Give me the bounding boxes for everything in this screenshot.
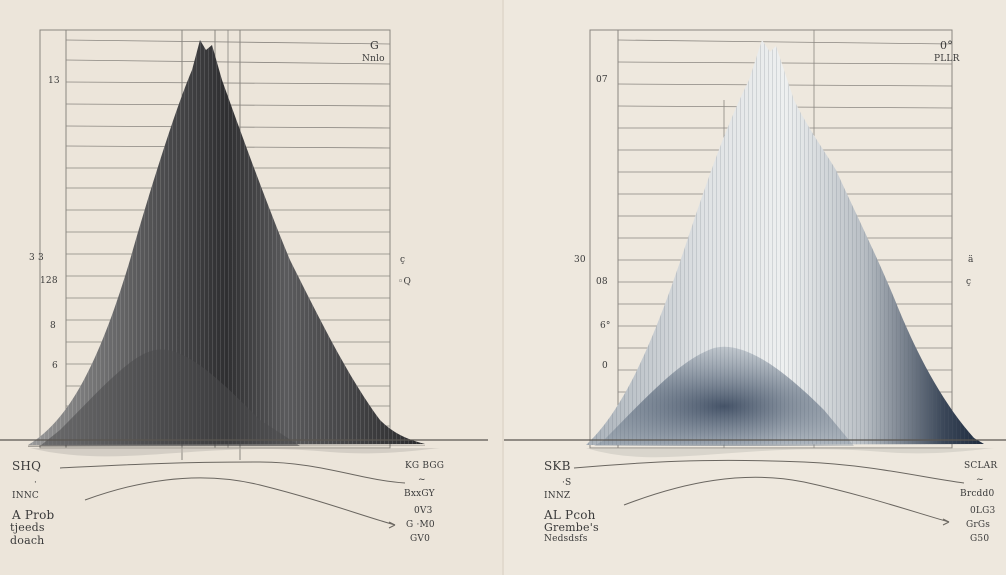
- right-tick-2: ◦Q: [398, 277, 412, 287]
- bottom-left-label-2: ·: [34, 478, 38, 488]
- bottom-right-label-2: ~: [976, 475, 984, 485]
- bottom-left-label-2: ·S: [562, 478, 572, 488]
- top-right-label-2: PLLR: [934, 54, 960, 64]
- guide-curve-2: [84, 477, 396, 526]
- inner-hump: [40, 349, 300, 446]
- top-right-label-1: G: [370, 39, 379, 52]
- bottom-right-label-1: SCLAR: [964, 461, 998, 471]
- right-figure: [504, 29, 1006, 526]
- left-tick-2: 3 3: [29, 253, 44, 263]
- bottom-left-label-3: INNZ: [544, 491, 571, 501]
- guide-curve-1: [59, 461, 406, 484]
- left-tick-1: 13: [48, 76, 60, 86]
- bottom-right-label-3: Brcdd0: [960, 489, 995, 499]
- right-tick-1: ç: [400, 255, 406, 265]
- bottom-right-label-2: ~: [418, 475, 426, 485]
- bottom-left-label-4: A Prob: [12, 508, 55, 522]
- bottom-right-label-6: GV0: [410, 534, 431, 544]
- left-panel: G Nnlo 13 3 3 128 8 6 ç ◦Q SHQ · INNC A …: [0, 0, 502, 575]
- left-tick-1: 07: [596, 75, 608, 85]
- bottom-left-label-1: SKB: [544, 459, 571, 473]
- peak-shadow: [30, 448, 440, 457]
- top-right-label-1: 0°: [940, 39, 953, 52]
- right-panel: 0° PLLR 07 30 08 6° 0 ä ç SKB ·S INNZ AL…: [504, 0, 1006, 575]
- inner-hump: [594, 346, 854, 446]
- left-tick-5: 6: [52, 361, 58, 371]
- bottom-left-label-5: Grembe's: [544, 521, 599, 534]
- left-figure: [0, 29, 488, 529]
- left-tick-4: 6°: [600, 321, 611, 331]
- left-tick-3: 128: [40, 276, 58, 286]
- bottom-left-label-4: AL Pcoh: [544, 508, 596, 522]
- left-tick-3: 08: [596, 277, 608, 287]
- bottom-left-label-6: doach: [10, 534, 45, 547]
- panel-divider: [502, 0, 504, 575]
- bottom-left-label-6: Nedsdsfs: [544, 534, 588, 544]
- right-tick-2: ç: [966, 277, 972, 287]
- peak-shadow: [586, 448, 994, 458]
- bottom-right-label-5: G ·M0: [406, 520, 435, 530]
- bottom-right-label-3: BxxGY: [404, 489, 435, 499]
- left-tick-2: 30: [574, 255, 586, 265]
- bottom-left-label-5: tjeeds: [10, 521, 45, 534]
- guide-curve-1: [573, 459, 965, 484]
- bottom-right-label-4: 0LG3: [970, 506, 996, 516]
- peak-stripes: [28, 40, 425, 445]
- left-tick-4: 8: [50, 321, 56, 331]
- right-tick-1: ä: [968, 255, 974, 265]
- bottom-left-label-3: INNC: [12, 491, 39, 501]
- bottom-right-label-1: KG BGG: [405, 461, 445, 471]
- top-right-label-2: Nnlo: [362, 54, 385, 64]
- bottom-right-label-6: G50: [970, 534, 990, 544]
- bottom-right-label-4: 0V3: [414, 506, 433, 516]
- bottom-left-label-1: SHQ: [12, 459, 42, 473]
- left-tick-5: 0: [602, 361, 608, 371]
- guide-curve-2: [623, 476, 950, 523]
- bottom-right-label-5: GrGs: [966, 520, 991, 530]
